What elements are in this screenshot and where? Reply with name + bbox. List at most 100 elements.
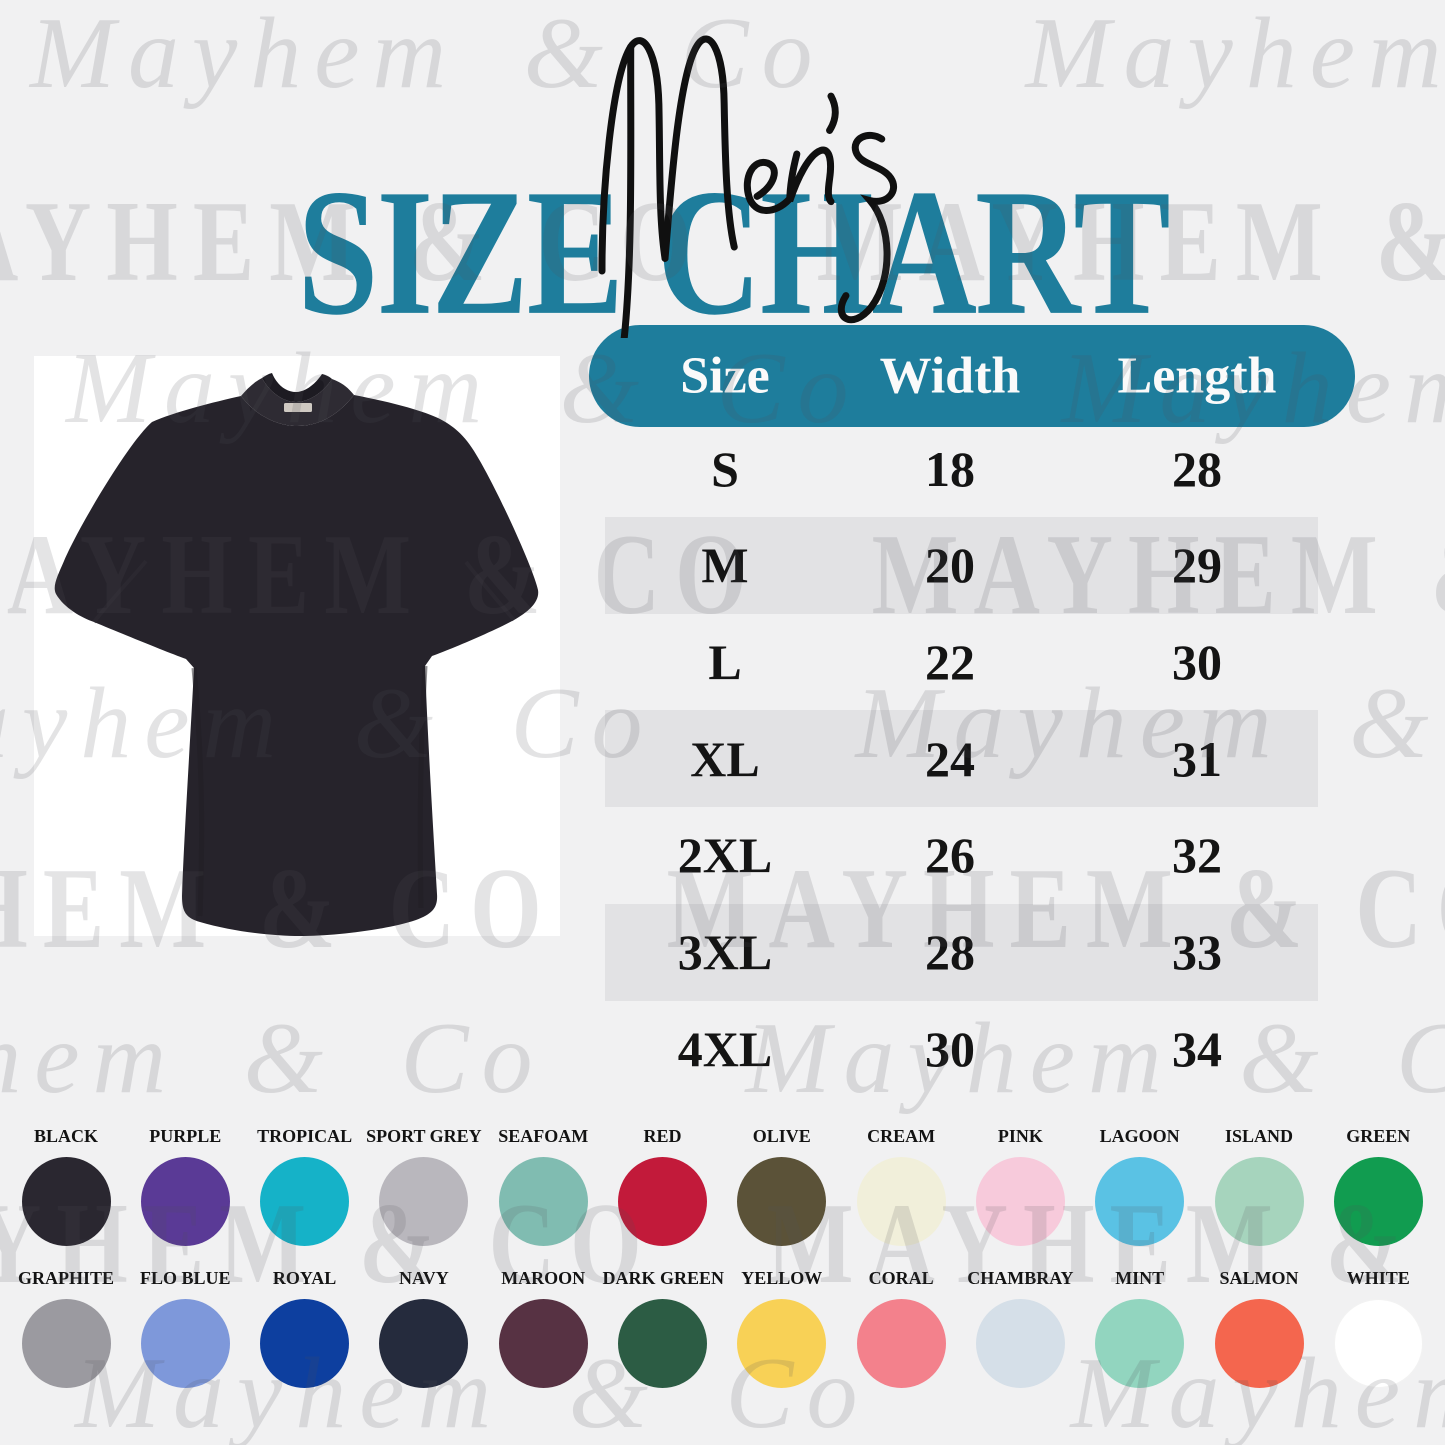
cell-width: 30 <box>925 1020 975 1077</box>
swatch-seafoam: SEAFOAM <box>483 1126 603 1246</box>
swatch-color-circle <box>379 1157 469 1246</box>
swatch-color-circle <box>618 1157 707 1246</box>
cell-width: 28 <box>925 924 975 980</box>
swatch-color-circle <box>498 1299 588 1388</box>
cell-size: XL <box>690 730 760 787</box>
swatch-color-circle <box>737 1299 827 1388</box>
swatch-island: ISLAND <box>1199 1126 1319 1246</box>
swatch-label: FLO BLUE <box>140 1268 231 1288</box>
page-title: SIZE CHART <box>297 151 1170 353</box>
swatch-color-circle <box>21 1157 111 1246</box>
swatch-royal: ROYAL <box>245 1268 365 1388</box>
swatch-mint: MINT <box>1080 1268 1200 1388</box>
table-row-4xl: 4XL 30 34 <box>589 1000 1355 1097</box>
swatch-label: SEAFOAM <box>498 1126 589 1146</box>
cell-size: 4XL <box>677 1020 773 1077</box>
cell-size: S <box>711 440 739 497</box>
swatch-label: DARK GREEN <box>602 1268 725 1288</box>
cell-length: 30 <box>1172 633 1222 690</box>
swatch-red: RED <box>603 1126 723 1246</box>
cell-length: 31 <box>1172 730 1222 787</box>
swatch-label: PINK <box>997 1126 1043 1146</box>
cell-length: 32 <box>1172 827 1222 884</box>
swatch-sport-grey: SPORT GREY <box>364 1126 484 1246</box>
tshirt-photo <box>34 356 560 936</box>
swatch-label: PURPLE <box>149 1126 222 1146</box>
swatch-color-circle <box>1214 1299 1304 1388</box>
swatch-label: GREEN <box>1346 1126 1411 1146</box>
swatch-color-circle <box>1333 1299 1423 1388</box>
swatch-color-circle <box>260 1157 350 1246</box>
cell-length: 33 <box>1172 924 1222 980</box>
table-header-pill: Size Width Length <box>589 325 1355 427</box>
swatch-label: CREAM <box>867 1126 936 1146</box>
swatch-dark-green: DARK GREEN <box>602 1268 725 1388</box>
table-row-m: M 20 29 <box>589 516 1355 614</box>
swatch-label: LAGOON <box>1099 1126 1180 1146</box>
swatch-label: MAROON <box>501 1268 586 1288</box>
swatch-color-circle <box>856 1157 946 1246</box>
cell-width: 26 <box>925 827 975 884</box>
swatch-chambray: CHAMBRAY <box>960 1268 1080 1388</box>
swatch-color-circle <box>1095 1299 1185 1388</box>
swatch-navy: NAVY <box>364 1268 484 1388</box>
swatch-label: ISLAND <box>1224 1126 1294 1146</box>
title-script-mens <box>540 8 950 347</box>
cell-size: 2XL <box>677 827 773 884</box>
swatch-color-circle <box>21 1299 111 1388</box>
table-row-xl: XL 24 31 <box>589 710 1355 808</box>
swatch-label: WHITE <box>1346 1268 1410 1288</box>
swatch-label: BLACK <box>33 1126 98 1146</box>
swatch-flo-blue: FLO BLUE <box>125 1268 245 1388</box>
swatch-label: RED <box>643 1126 682 1146</box>
swatch-color-circle <box>498 1157 588 1246</box>
swatch-purple: PURPLE <box>125 1126 245 1246</box>
swatch-salmon: SALMON <box>1199 1268 1319 1388</box>
table-row-l: L 22 30 <box>589 613 1355 710</box>
swatch-color-circle <box>140 1299 230 1388</box>
swatch-color-circle <box>737 1157 827 1246</box>
swatch-color-circle <box>260 1299 350 1388</box>
swatch-green: GREEN <box>1318 1126 1438 1246</box>
swatch-label: MINT <box>1115 1268 1165 1288</box>
swatch-white: WHITE <box>1318 1268 1438 1388</box>
swatch-label: ROYAL <box>272 1268 337 1288</box>
cell-size: L <box>708 633 742 690</box>
swatch-label: CHAMBRAY <box>967 1268 1074 1288</box>
swatch-label: GRAPHITE <box>17 1268 114 1288</box>
swatch-label: TROPICAL <box>257 1126 353 1146</box>
swatch-cream: CREAM <box>841 1126 961 1246</box>
cell-length: 29 <box>1172 537 1222 594</box>
swatch-label: SALMON <box>1219 1268 1299 1288</box>
row-stripe <box>605 903 1318 1001</box>
swatch-color-circle <box>1214 1157 1304 1246</box>
swatch-black: BLACK <box>6 1126 126 1246</box>
cell-size: M <box>701 537 749 594</box>
swatch-color-circle <box>379 1299 469 1388</box>
swatch-label: YELLOW <box>741 1268 823 1288</box>
swatch-color-circle <box>1333 1157 1423 1246</box>
table-row-s: S 18 28 <box>589 420 1355 517</box>
cell-length: 28 <box>1172 440 1222 497</box>
swatch-color-circle <box>975 1157 1065 1246</box>
header-width: Width <box>879 347 1021 405</box>
header-size: Size <box>680 347 770 405</box>
swatch-color-circle <box>856 1299 946 1388</box>
cell-width: 22 <box>925 633 975 690</box>
swatch-maroon: MAROON <box>483 1268 603 1388</box>
cell-width: 24 <box>925 730 975 787</box>
mens-script-lettering <box>598 35 898 347</box>
swatch-tropical: TROPICAL <box>245 1126 365 1246</box>
swatch-pink: PINK <box>960 1126 1080 1246</box>
swatch-label: SPORT GREY <box>366 1126 482 1146</box>
swatch-color-circle <box>1095 1157 1185 1246</box>
table-row-3xl: 3XL 28 33 <box>589 903 1355 1001</box>
swatch-label: NAVY <box>399 1268 449 1288</box>
cell-size: 3XL <box>677 924 773 980</box>
swatch-coral: CORAL <box>841 1268 961 1388</box>
header-length: Length <box>1117 347 1277 405</box>
watermark-text: Mayhem & Co <box>1025 0 1445 110</box>
swatch-lagoon: LAGOON <box>1080 1126 1200 1246</box>
swatch-yellow: YELLOW <box>722 1268 842 1388</box>
